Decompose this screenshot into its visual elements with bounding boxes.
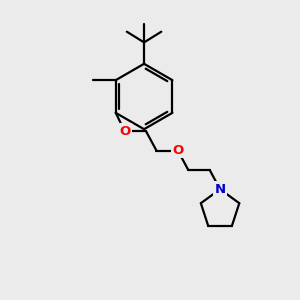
Text: O: O <box>119 125 130 138</box>
Text: N: N <box>214 183 226 196</box>
Text: O: O <box>172 144 184 157</box>
